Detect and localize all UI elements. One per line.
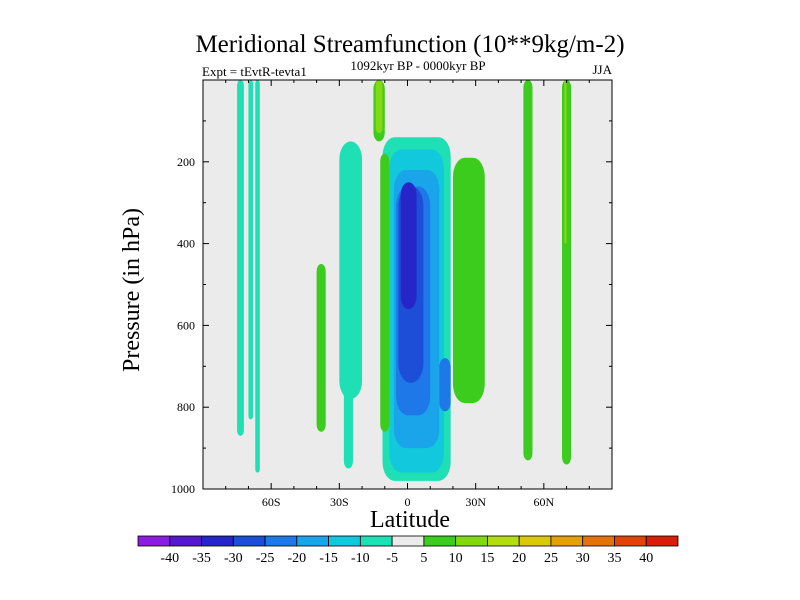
contour-region-11	[400, 182, 417, 310]
x-tick-label: 0	[405, 495, 411, 509]
x-tick-label: 30N	[465, 495, 486, 509]
colorbar-swatch	[169, 535, 202, 547]
y-tick-label: 200	[177, 155, 195, 169]
colorbar: -40 -35 -30 -25 -20 -15 -10 -5 5 10 15 20 25 30 35 40	[137, 535, 679, 566]
contour-region-4	[343, 341, 353, 469]
contour-region-9	[439, 358, 451, 412]
right-subtitle: JJA	[592, 62, 612, 77]
colorbar-swatch	[137, 535, 171, 547]
contour-region-14	[316, 264, 326, 432]
colorbar-swatch	[328, 535, 361, 547]
left-subtitle: Expt = tEvtR-tevta1	[202, 64, 307, 79]
colorbar-label: 35	[607, 551, 621, 566]
colorbar-label: -35	[192, 551, 211, 566]
chart-title: Meridional Streamfunction (10**9kg/m-2)	[195, 31, 624, 58]
colorbar-label: -25	[256, 551, 275, 566]
contour-regions	[237, 80, 572, 481]
contour-region-0	[237, 80, 244, 436]
colorbar-label: 25	[544, 551, 558, 566]
y-tick-label: 800	[177, 400, 195, 414]
center-subtitle: 1092kyr BP - 0000kyr BP	[350, 58, 485, 73]
colorbar-label: -15	[319, 551, 338, 566]
colorbar-label: 20	[512, 551, 526, 566]
y-tick-label: 400	[177, 237, 195, 251]
colorbar-swatch	[614, 535, 647, 547]
colorbar-label: 30	[576, 551, 590, 566]
contour-region-17	[523, 80, 533, 461]
colorbar-swatch	[391, 535, 425, 547]
y-axis-title: Pressure (in hPa)	[119, 208, 145, 372]
colorbar-label: 40	[639, 551, 653, 566]
y-tick-label: 600	[177, 318, 195, 332]
y-tick-label: 1000	[171, 482, 195, 496]
colorbar-swatch	[455, 535, 488, 547]
contour-region-19	[564, 80, 567, 244]
colorbar-swatch	[582, 535, 615, 547]
axis-ticks: 60S 30S 0 30N 60N 200 400 600 800 1000	[171, 80, 612, 509]
x-tick-label: 30S	[330, 495, 349, 509]
x-tick-label: 60N	[533, 495, 554, 509]
x-tick-label: 60S	[262, 495, 281, 509]
colorbar-label: 15	[480, 551, 494, 566]
colorbar-label: -5	[386, 551, 398, 566]
contour-region-1	[248, 80, 253, 420]
colorbar-swatch	[645, 535, 679, 547]
colorbar-swatch	[359, 535, 393, 547]
contour-region-13	[375, 80, 383, 134]
plot-area: 60S 30S 0 30N 60N 200 400 600 800 1000	[171, 79, 613, 509]
colorbar-swatch	[487, 535, 520, 547]
contour-region-3	[339, 141, 363, 400]
contour-region-15	[380, 153, 390, 432]
colorbar-swatch	[423, 535, 457, 547]
contour-region-16	[452, 157, 485, 404]
contour-region-2	[255, 80, 260, 473]
colorbar-swatch	[232, 535, 266, 547]
colorbar-label: -10	[351, 551, 370, 566]
colorbar-label: -20	[287, 551, 306, 566]
colorbar-swatch	[518, 535, 552, 547]
x-axis-title: Latitude	[370, 507, 450, 533]
colorbar-swatch	[201, 535, 234, 547]
colorbar-label: 5	[420, 551, 427, 566]
colorbar-swatch	[296, 535, 329, 547]
colorbar-label: 10	[449, 551, 463, 566]
colorbar-label: -30	[224, 551, 243, 566]
colorbar-label: -40	[160, 551, 179, 566]
colorbar-swatch	[550, 535, 584, 547]
colorbar-swatch	[264, 535, 298, 547]
